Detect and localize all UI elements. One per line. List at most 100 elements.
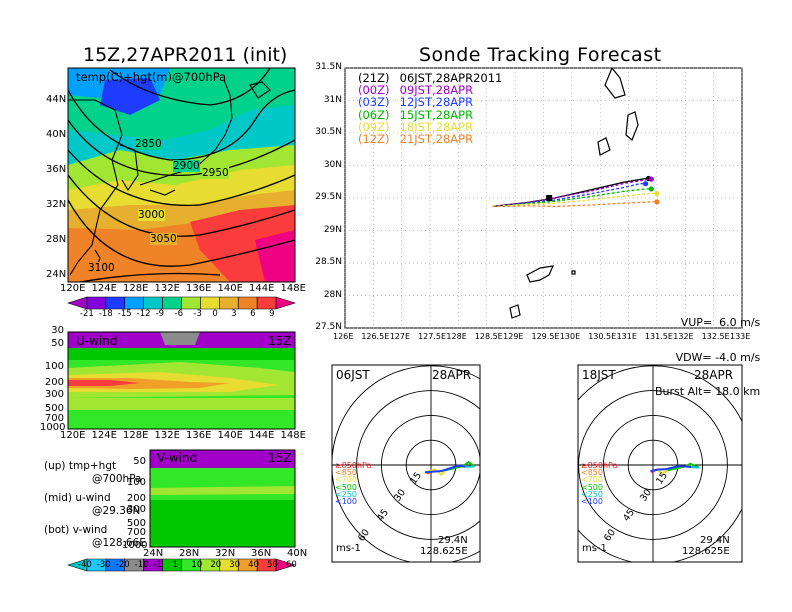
map-lon-tick: 128E	[123, 283, 149, 294]
track-lat-tick: 28N	[323, 289, 342, 300]
contour-label: 3050	[150, 233, 177, 245]
hodograph-wind-trace	[650, 464, 692, 473]
left-title: 15Z,27APR2011 (init)	[83, 44, 288, 66]
temp-colorbar-label: 3	[231, 309, 237, 319]
hodograph-level-legend: <700	[335, 475, 357, 485]
hodograph-wind-trace	[690, 466, 700, 469]
v-pressure-tick: 1000	[122, 540, 148, 551]
hodograph-wind-trace	[424, 464, 466, 474]
temp-colorbar-swatch	[105, 296, 126, 310]
hodograph-level-legend: <500	[581, 482, 603, 492]
temp-colorbar-swatch	[237, 296, 258, 310]
track-lat-tick: 30N	[323, 159, 342, 170]
wind-colorbar-label: 60	[286, 560, 297, 570]
u-lon-tick: 140E	[217, 430, 243, 441]
launch-site-marker	[546, 195, 553, 201]
temperature-field	[68, 68, 295, 282]
u-lon-tick: 144E	[249, 430, 275, 441]
track-lon-tick: 132.5E	[701, 332, 730, 341]
temp-colorbar-swatch	[124, 296, 144, 310]
track-endpoint	[654, 190, 660, 197]
wind-colorbar-label: 10	[191, 560, 203, 570]
temp-colorbar-swatch	[86, 296, 107, 310]
v-pressure-tick: 200	[126, 493, 146, 504]
v-pressure-tick: 50	[133, 456, 146, 467]
wind-colorbar-label: -40	[77, 560, 92, 570]
legend-note-1: (up) tmp+hgt @700hPa	[44, 460, 142, 485]
wind-colorbar-label: -30	[96, 560, 111, 570]
v-wind-label: V-wind	[157, 451, 198, 465]
wind-colorbar-label: 40	[248, 560, 259, 570]
launch-legend-entry: (03Z) 12JST,28APR	[358, 96, 502, 108]
launch-legend-code: (06Z)	[358, 107, 390, 122]
temp-colorbar-label: -18	[98, 309, 113, 319]
map-lat-tick: 44N	[46, 94, 67, 105]
map-lon-tick: 120E	[60, 283, 86, 294]
u-lon-tick: 148E	[280, 430, 306, 441]
hodograph-unit: ms-1	[582, 543, 607, 554]
u-pressure-tick: 100	[44, 361, 64, 372]
track-lon-tick: 131.5E	[644, 332, 673, 341]
launch-legend-time: 21JST,28APR	[396, 132, 474, 147]
hodograph-unit: ms-1	[336, 543, 361, 554]
temp-colorbar-swatch	[256, 296, 277, 310]
v-lat-tick: 28N	[179, 548, 200, 559]
wind-colorbar-label: 20	[210, 560, 222, 570]
legend-note-2: (mid) u-wind @29.36N	[44, 492, 141, 517]
right-title: Sonde Tracking Forecast	[419, 44, 662, 66]
contour-label: 2950	[202, 167, 229, 179]
map-lat-tick: 32N	[46, 199, 67, 210]
temp-colorbar-label: 6	[250, 309, 256, 319]
temp-colorbar-swatch	[200, 296, 220, 310]
hodograph-level-legend: <700	[581, 475, 603, 485]
hodograph-level-legend: <100	[581, 497, 603, 506]
temp-colorbar-label: -3	[193, 309, 202, 319]
launch-legend-code: (03Z)	[358, 95, 390, 110]
hodograph-level-legend: ≥850hPa	[335, 461, 372, 470]
track-grid	[344, 67, 743, 329]
hodograph-level-legend: <500	[335, 482, 357, 492]
wind-colorbar-label: -1	[153, 560, 163, 570]
u-pressure-tick: 1000	[40, 422, 66, 433]
launch-legend-entry: (09Z) 18JST,28APR	[358, 121, 502, 133]
hodograph-lat: 29.4N	[700, 535, 730, 546]
v-lat-tick: 36N	[251, 548, 272, 559]
param-burst: Burst Alt= 18.0 km	[655, 385, 761, 398]
hodograph-lon: 128.625E	[682, 546, 730, 557]
track-lon-tick: 127E	[389, 332, 411, 341]
map-lon-tick: 136E	[186, 283, 212, 294]
track-lon-tick: 128.5E	[474, 332, 503, 341]
hodograph-date: 28APR	[432, 368, 472, 382]
hodograph-wind-trace	[656, 468, 669, 476]
contour-label: 2850	[135, 138, 162, 150]
temp-colorbar-label: 9	[269, 309, 275, 319]
hodograph-level-legend: <250	[335, 489, 357, 499]
wind-colorbar-label: -20	[115, 560, 130, 570]
track-lat-tick: 29.5N	[315, 192, 342, 202]
v-wind-time: 15Z	[268, 451, 292, 465]
wind-colorbar-label: 1	[172, 560, 178, 570]
temp-colorbar-swatch	[162, 296, 182, 310]
track-lon-tick: 128E	[446, 332, 467, 341]
track-endpoint	[654, 199, 660, 205]
contour-label: 3100	[88, 262, 115, 274]
hodograph-level-legend: <850	[581, 468, 603, 478]
track-lat-tick: 31.5N	[315, 62, 342, 72]
temp-colorbar-label: 0	[212, 309, 218, 319]
launch-legend-entry: (21Z) 06JST,28APR2011	[358, 72, 502, 84]
hodograph-lat: 29.4N	[438, 535, 468, 546]
launch-legend-time: 06JST,28APR2011	[396, 71, 503, 85]
u-lon-tick: 120E	[60, 430, 86, 441]
contour-label: 3000	[138, 209, 165, 221]
map-field-label: temp(C)+hgt(m)@700hPa	[76, 70, 227, 84]
hodograph-wind-trace	[651, 470, 655, 474]
v-lat-tick: 32N	[215, 548, 236, 559]
track-line	[492, 192, 657, 208]
launch-legend-entry: (12Z) 21JST,28APR	[358, 133, 502, 145]
temp-colorbar-swatch	[143, 296, 163, 310]
map-lon-tick: 148E	[280, 283, 306, 294]
launch-legend-code: (09Z)	[358, 119, 390, 134]
map-lat-tick: 40N	[46, 129, 67, 140]
hodograph-right	[578, 365, 742, 562]
